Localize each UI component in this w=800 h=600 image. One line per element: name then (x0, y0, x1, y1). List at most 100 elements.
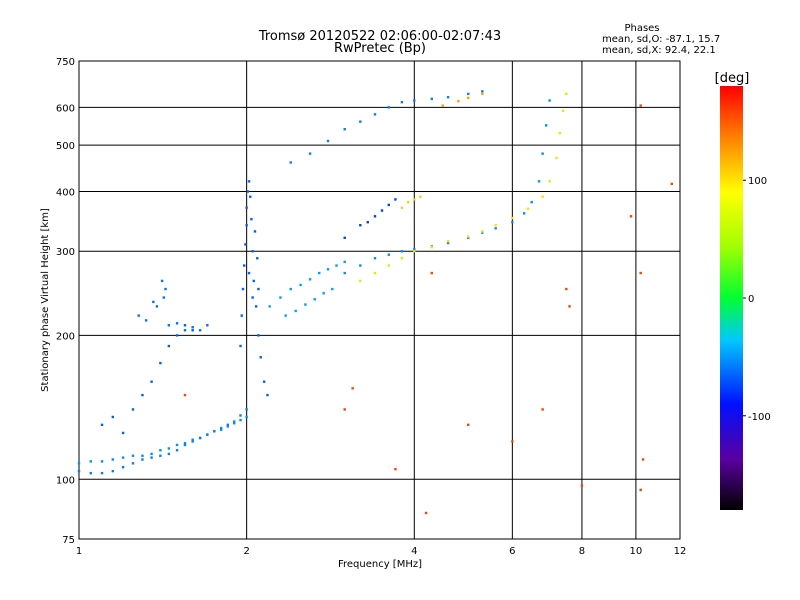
data-point (213, 430, 216, 433)
data-point (331, 287, 334, 291)
series-e-spread-low (100, 324, 194, 435)
data-point (266, 393, 269, 397)
data-point (284, 314, 287, 317)
data-point (175, 449, 179, 452)
data-point (413, 250, 416, 253)
data-point (198, 329, 202, 332)
data-point (137, 314, 140, 317)
data-point (359, 279, 362, 283)
data-point (387, 253, 391, 256)
data-point (247, 271, 251, 275)
data-point (544, 124, 548, 127)
data-point (304, 303, 307, 306)
data-point (175, 443, 179, 447)
data-point (467, 236, 470, 240)
data-point (257, 334, 260, 337)
data-point (77, 462, 81, 465)
data-point (141, 458, 144, 461)
data-point (526, 207, 530, 211)
data-point (159, 361, 162, 365)
grid (79, 61, 680, 539)
data-point (343, 408, 346, 411)
data-point (241, 287, 245, 291)
data-point (541, 408, 544, 411)
data-point (155, 305, 159, 308)
data-point (244, 243, 247, 246)
data-point (111, 469, 115, 473)
data-point (366, 221, 369, 224)
data-point (250, 218, 253, 221)
data-point (400, 206, 404, 209)
data-point (121, 431, 125, 435)
data-point (326, 139, 330, 143)
data-point (313, 298, 316, 301)
data-point (144, 319, 148, 322)
data-point (141, 454, 144, 457)
data-point (251, 296, 254, 299)
data-point (558, 131, 561, 135)
data-point (150, 380, 153, 383)
phases-title: Phases (624, 23, 659, 34)
series-spread-f-column (239, 180, 269, 397)
x-axis-label: Frequency [MHz] (338, 559, 422, 570)
data-point (100, 423, 104, 427)
data-point (413, 99, 416, 102)
phases-line2: mean, sd,X: 92.4, 22.1 (602, 45, 716, 56)
data-point (446, 241, 450, 245)
chart-subtitle: RwPretec (Bp) (334, 41, 426, 56)
x-tick-label: 2 (243, 546, 249, 557)
data-point (326, 268, 330, 271)
data-point (481, 231, 484, 234)
data-point (247, 180, 251, 183)
data-point (219, 428, 223, 431)
data-point (152, 300, 155, 304)
data-point (183, 393, 187, 397)
data-point (373, 113, 377, 116)
data-point (481, 92, 484, 96)
data-point (279, 296, 282, 299)
data-point (245, 408, 248, 411)
data-point (77, 469, 81, 473)
data-point (259, 356, 262, 359)
colorbar-label: [deg] (715, 71, 750, 86)
data-point (359, 264, 362, 267)
data-point (343, 260, 346, 264)
data-point (262, 380, 266, 383)
data-point (322, 292, 325, 295)
data-point (387, 264, 391, 267)
x-tick-label: 6 (509, 546, 515, 557)
data-point (226, 423, 229, 427)
data-point (580, 484, 584, 487)
data-point (548, 99, 551, 102)
y-tick-label: 200 (56, 331, 75, 342)
data-point (183, 329, 187, 332)
data-point (175, 322, 179, 325)
data-point (351, 387, 354, 390)
data-point (245, 206, 248, 209)
data-point (481, 90, 484, 93)
data-point (641, 458, 645, 461)
data-point (467, 92, 470, 96)
series-x-mode-380 (400, 195, 422, 209)
data-point (239, 414, 242, 417)
data-point (268, 305, 271, 308)
chart-title: Tromsø 20120522 02:06:00-02:07:43 (258, 29, 501, 44)
data-point (206, 324, 209, 327)
x-tick-label: 1 (76, 546, 82, 557)
data-point (387, 203, 391, 207)
series-x-mode-mid (359, 92, 568, 283)
data-point (167, 447, 171, 450)
data-point (252, 279, 255, 283)
y-tick-label: 75 (62, 535, 75, 546)
colorbar-tick-label: -100 (748, 412, 771, 423)
data-point (467, 423, 470, 427)
data-point (159, 454, 162, 457)
data-point (481, 230, 484, 233)
data-point (183, 441, 187, 445)
data-point (561, 109, 565, 113)
data-point (233, 420, 236, 423)
data-point (159, 449, 162, 452)
data-point (467, 235, 470, 238)
series-o-mode-low2 (77, 408, 248, 475)
